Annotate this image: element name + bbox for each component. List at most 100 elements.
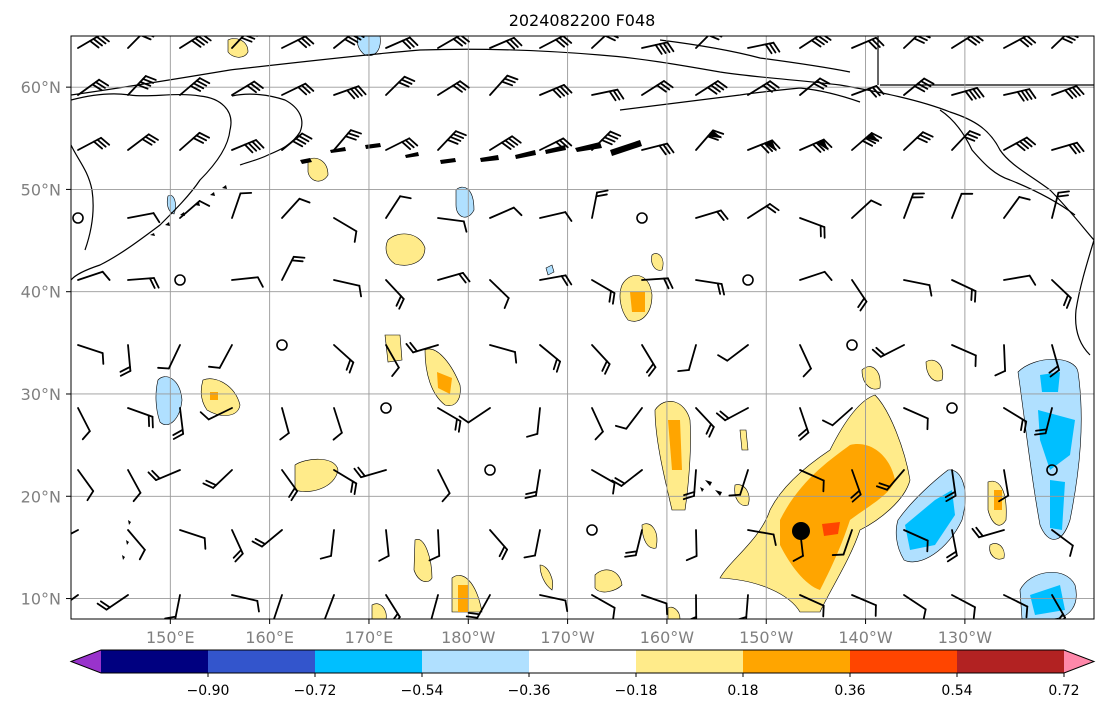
wind-barb — [77, 136, 111, 151]
wind-barb — [385, 75, 416, 96]
gridlines — [71, 36, 1094, 619]
asia-inner-coast — [71, 144, 94, 251]
colorbar-tick-label: −0.36 — [508, 683, 551, 699]
colorbar-segment — [957, 650, 1065, 673]
wind-barb — [437, 80, 470, 96]
wind-barb — [799, 344, 812, 378]
wind-barb — [333, 344, 355, 374]
wind-barb — [231, 36, 258, 49]
colorbar-extend-high — [1064, 650, 1094, 673]
alaska-peninsula — [619, 87, 861, 111]
wind-barb — [437, 272, 471, 284]
wind-barb — [903, 407, 929, 431]
wind-barb — [695, 80, 728, 96]
wind-barb — [199, 407, 233, 421]
wind-barb — [1003, 594, 1029, 619]
wind-barb — [119, 344, 132, 377]
wind-barb — [231, 276, 264, 288]
wind-barb — [1003, 36, 1037, 49]
wind-barb — [1051, 279, 1072, 309]
wind-barb — [944, 469, 957, 503]
wind-barb — [127, 75, 157, 96]
wind-barb — [489, 344, 518, 364]
wind-barb — [951, 87, 985, 101]
wind-barb — [851, 132, 883, 151]
lon-tick-label: 160°E — [245, 628, 294, 647]
kamchatka — [231, 93, 303, 166]
wind-barb — [715, 407, 749, 422]
wind-barb — [437, 130, 467, 151]
wind-barb — [127, 277, 160, 289]
wind-barb — [591, 130, 622, 151]
wind-barb — [333, 129, 362, 151]
wind-barb — [1051, 141, 1085, 155]
colorbar-segment — [636, 650, 744, 673]
wind-barb — [281, 36, 315, 49]
wind-barb — [903, 279, 933, 297]
wind-barb — [641, 277, 674, 290]
wind-barb — [998, 469, 1010, 503]
wind-barb — [611, 469, 643, 487]
wind-barb — [1034, 407, 1053, 436]
wind-barb — [231, 139, 265, 154]
wind-barb — [281, 197, 311, 219]
wind-barb — [385, 279, 405, 310]
wind-barb — [524, 469, 541, 499]
wind-barb — [695, 209, 729, 221]
wind-barb — [332, 407, 343, 441]
wind-barb — [437, 469, 451, 503]
lon-tick-label: 170°W — [540, 628, 595, 647]
wind-barb — [591, 407, 604, 441]
wind-barb — [591, 279, 616, 305]
wind-barb — [208, 344, 233, 369]
wind-barb — [695, 407, 715, 438]
wind-barb — [385, 594, 401, 619]
wind-barb — [164, 594, 181, 619]
shading-field — [155, 36, 1082, 619]
wind-barb — [695, 129, 725, 151]
calm-marker — [484, 464, 496, 476]
wind-barb — [489, 279, 510, 309]
wind-barb — [903, 192, 925, 219]
wind-barb — [747, 203, 780, 219]
wind-barb — [385, 36, 419, 50]
wind-barb — [127, 407, 154, 429]
calm-marker — [72, 212, 84, 224]
wind-barb — [682, 469, 697, 501]
colorbar-tick-label: −0.72 — [294, 683, 337, 699]
calm-marker — [586, 524, 598, 536]
wind-barb — [231, 191, 253, 219]
wind-barb — [875, 469, 905, 491]
wind-barb — [747, 41, 781, 55]
wind-barb — [799, 138, 833, 153]
wind-barb — [799, 217, 826, 239]
lat-tick-label: 60°N — [21, 78, 61, 97]
colorbar-segment — [101, 650, 209, 673]
wind-barb — [405, 341, 439, 354]
wind-barb — [903, 77, 935, 96]
wind-barb — [523, 529, 541, 559]
wind-barb — [179, 200, 211, 219]
wind-barb — [851, 279, 868, 312]
wind-barb — [822, 407, 853, 427]
wind-barb — [747, 529, 777, 546]
calm-marker — [174, 274, 186, 286]
wind-barb — [77, 407, 91, 441]
wind-barb — [147, 469, 181, 481]
lon-tick-label: 140°W — [838, 628, 893, 647]
wind-barb — [1003, 196, 1031, 219]
colorbar-tick-label: 0.18 — [727, 683, 758, 699]
wind-barb — [385, 137, 419, 151]
calm-marker — [846, 339, 858, 351]
bc-coast — [939, 109, 1076, 216]
positive-region-peak — [822, 522, 840, 536]
latitude-tick-labels: 10°N 20°N 30°N 40°N 50°N 60°N — [21, 78, 71, 609]
wind-barb — [539, 211, 573, 222]
map-panel — [71, 36, 1094, 619]
alaska-coast — [71, 48, 1094, 241]
wind-barb — [851, 85, 885, 98]
lat-tick-label: 20°N — [21, 487, 61, 506]
wind-barb — [437, 407, 462, 433]
wind-barb — [728, 469, 749, 497]
